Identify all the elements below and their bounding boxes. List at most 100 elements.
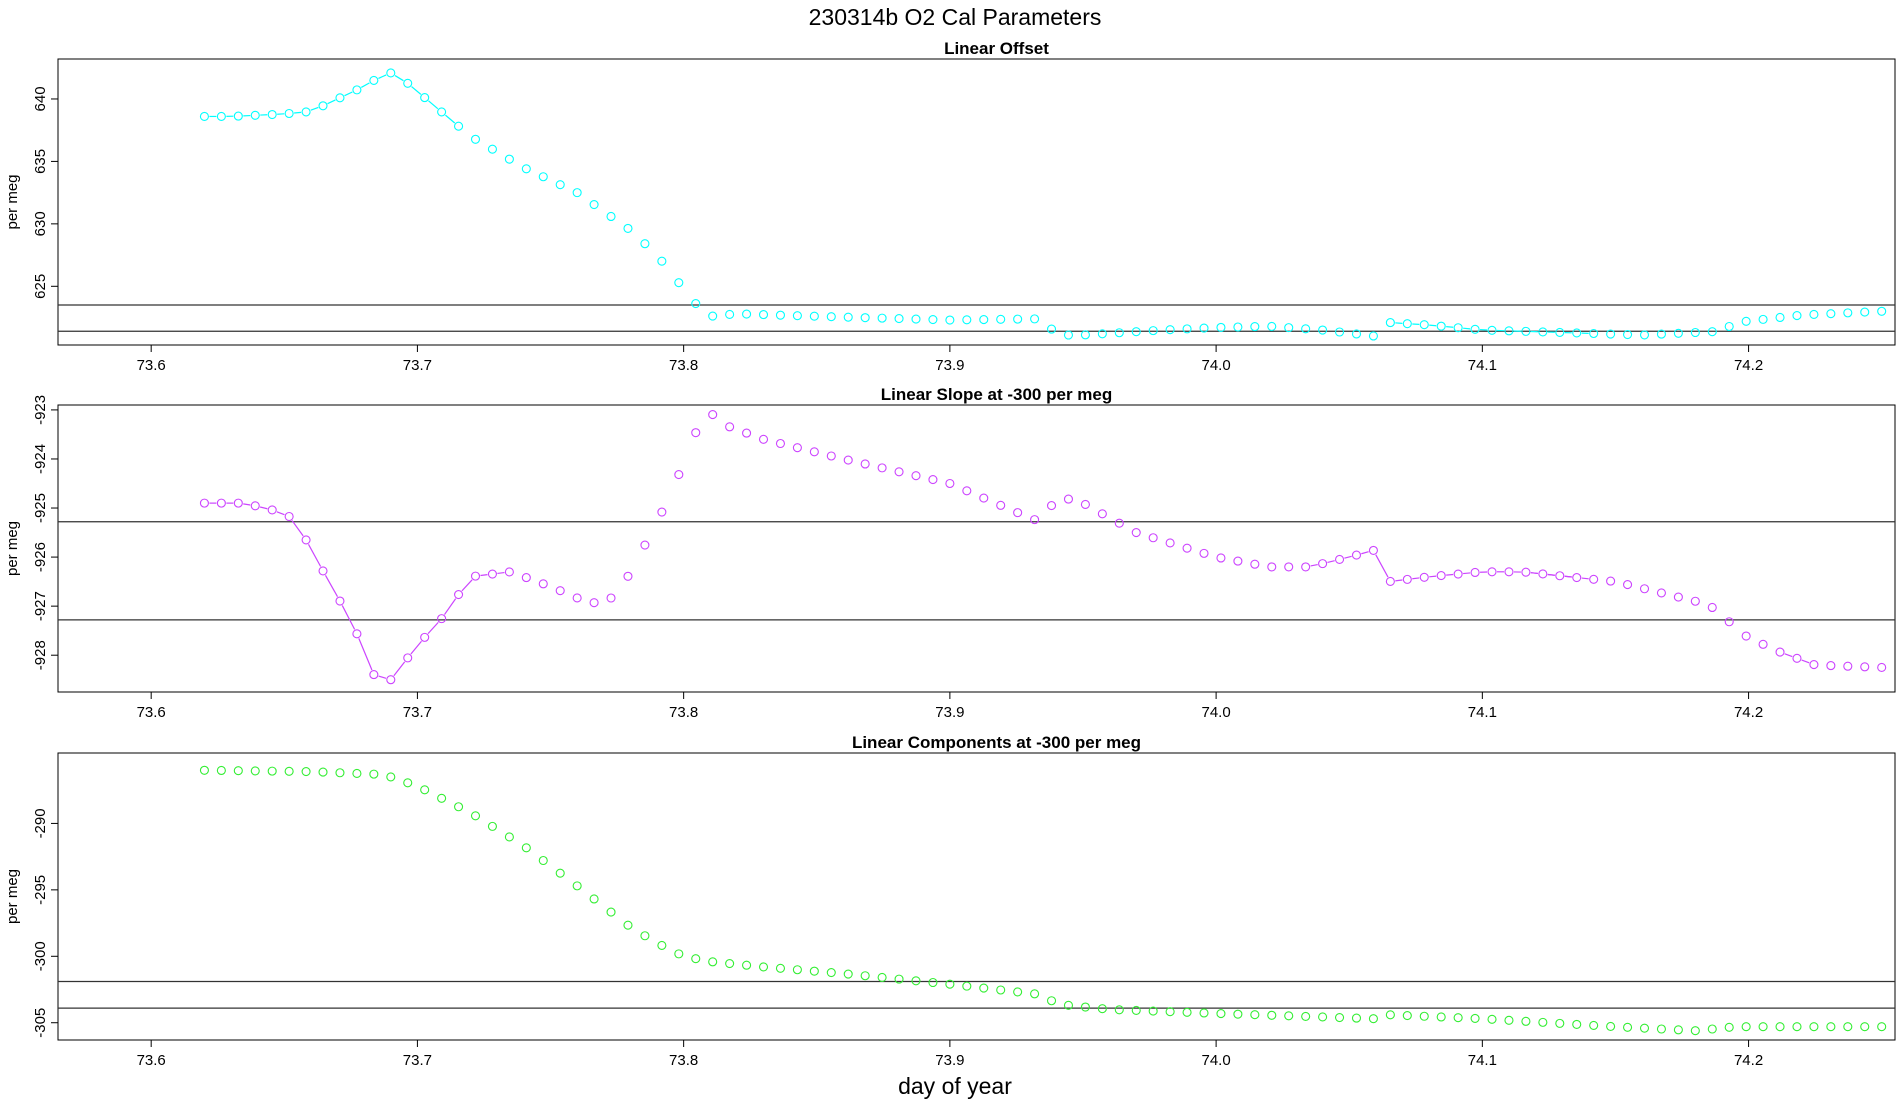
data-point <box>894 974 904 984</box>
series-line <box>1446 326 1454 328</box>
data-point <box>216 111 226 121</box>
plot-frame <box>57 404 1896 693</box>
series-line <box>480 574 488 577</box>
x-axis-label: day of year <box>898 1073 1012 1099</box>
data-point <box>1741 1022 1751 1032</box>
data-point <box>1182 543 1192 553</box>
series-line <box>410 640 422 655</box>
data-point <box>1436 1012 1446 1022</box>
series-line <box>378 74 387 79</box>
data-point <box>1487 1014 1497 1024</box>
data-point <box>1741 316 1751 326</box>
data-point <box>1673 1025 1683 1035</box>
data-point <box>623 920 633 930</box>
y-tick-label: -924 <box>32 444 49 474</box>
data-point <box>1775 1022 1785 1032</box>
series-line <box>327 99 336 105</box>
figure-title: 230314b O2 Cal Parameters <box>809 4 1102 30</box>
series-line <box>1801 659 1810 664</box>
data-point <box>318 566 328 576</box>
data-point <box>487 144 497 154</box>
data-point <box>1639 584 1650 594</box>
data-point <box>369 75 379 85</box>
data-point <box>1013 508 1023 518</box>
data-point <box>335 596 345 606</box>
data-point <box>860 971 870 981</box>
series-line <box>307 544 322 567</box>
data-point <box>657 940 667 950</box>
data-point <box>1318 325 1328 335</box>
data-point <box>538 579 548 589</box>
data-point <box>1809 1022 1819 1032</box>
data-point <box>1826 661 1836 671</box>
data-point <box>1860 662 1870 672</box>
series-line <box>1581 577 1589 580</box>
data-point <box>1436 571 1446 581</box>
series-line <box>294 111 302 114</box>
series-line <box>1547 573 1555 576</box>
data-point <box>1656 329 1666 339</box>
data-point <box>1606 1021 1616 1031</box>
data-point <box>301 535 311 545</box>
data-point <box>1809 660 1819 670</box>
data-point <box>1572 572 1582 583</box>
data-point <box>1267 321 1277 331</box>
data-point <box>1114 518 1124 528</box>
data-point <box>216 765 226 776</box>
data-point <box>1758 639 1768 649</box>
data-point <box>420 785 430 795</box>
data-point <box>1013 987 1023 997</box>
data-point <box>504 567 514 577</box>
data-point <box>1470 324 1480 334</box>
y-tick-label: 625 <box>32 274 49 299</box>
series-line <box>1564 575 1572 578</box>
data-point <box>301 766 311 777</box>
x-tick-label: 73.8 <box>669 704 698 721</box>
data-point <box>233 498 243 508</box>
data-point <box>742 428 752 438</box>
data-point <box>623 571 633 581</box>
series-line <box>411 86 422 95</box>
data-point <box>403 778 413 788</box>
x-tick-label: 73.8 <box>669 357 698 374</box>
data-point <box>1030 515 1040 525</box>
data-point <box>572 593 582 603</box>
data-point <box>758 310 769 320</box>
data-point <box>1080 1002 1090 1012</box>
data-point <box>1419 1011 1429 1021</box>
data-point <box>1436 321 1446 331</box>
data-point <box>911 976 921 986</box>
data-point <box>1741 631 1751 641</box>
data-point <box>1606 329 1616 339</box>
data-point <box>1470 567 1480 578</box>
data-point <box>1843 308 1853 318</box>
data-point <box>877 313 887 323</box>
data-point <box>1758 314 1768 324</box>
data-point <box>1097 329 1107 339</box>
data-point <box>1199 548 1209 558</box>
data-point <box>1724 1022 1734 1032</box>
data-point <box>589 200 599 210</box>
data-point <box>267 766 277 776</box>
series-line <box>344 91 353 97</box>
data-point <box>945 478 955 489</box>
data-point <box>504 154 514 164</box>
data-point <box>555 586 565 596</box>
data-point <box>369 769 379 779</box>
data-point <box>1470 1013 1480 1023</box>
data-point <box>1775 647 1785 657</box>
series-line <box>428 100 439 110</box>
data-point <box>1233 322 1243 332</box>
data-point <box>1334 327 1345 337</box>
data-point <box>674 949 684 959</box>
data-point <box>809 311 819 321</box>
series-line <box>1375 554 1389 578</box>
data-point <box>1216 553 1226 563</box>
data-point <box>708 311 718 321</box>
data-point <box>284 766 294 776</box>
data-point <box>487 569 497 579</box>
series-line <box>341 605 356 630</box>
data-point <box>216 498 226 508</box>
data-point <box>725 958 735 969</box>
data-point <box>1080 499 1090 510</box>
